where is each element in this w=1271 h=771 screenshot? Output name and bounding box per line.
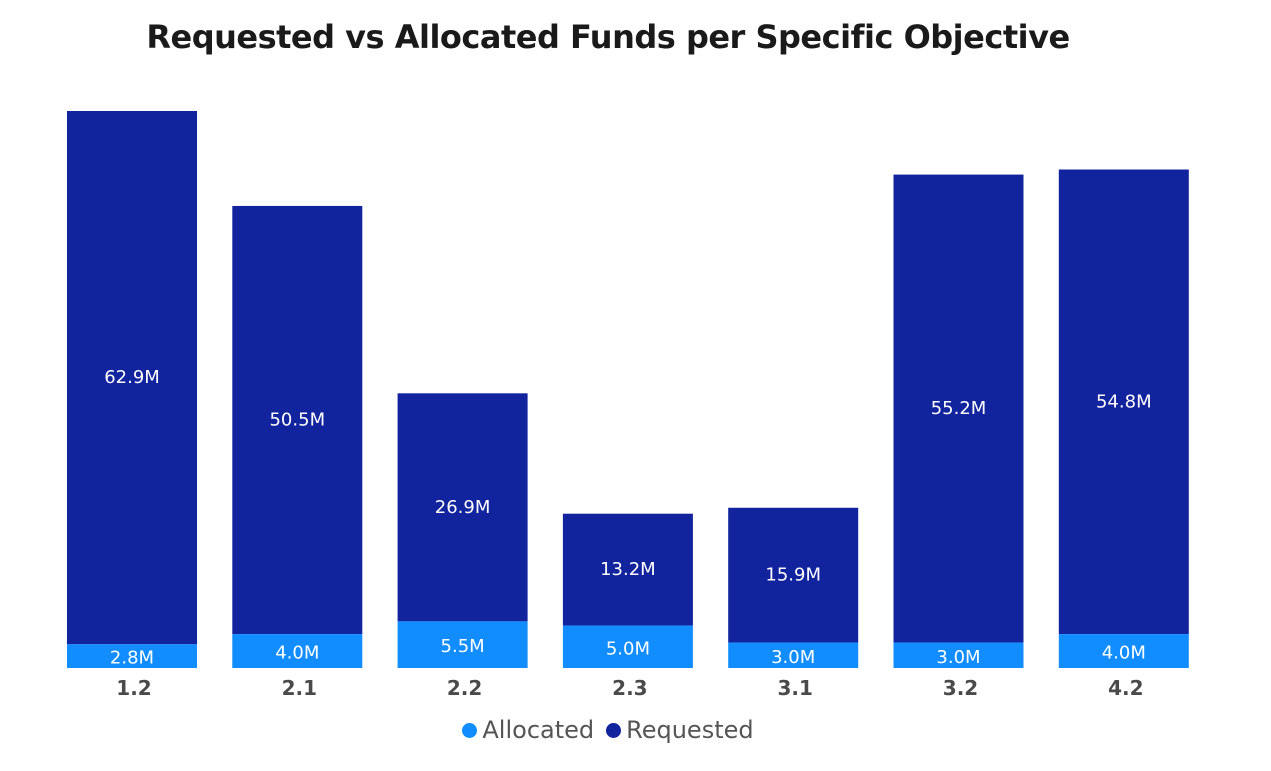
data-label-allocated-2.3: 5.0M: [606, 638, 650, 659]
bar-allocated-2.3[interactable]: [562, 625, 693, 668]
legend-label-requested: Requested: [626, 716, 754, 744]
bar-requested-2.3[interactable]: [562, 513, 693, 626]
data-label-allocated-2.1: 4.0M: [275, 643, 319, 664]
data-labels-layer: 62.9M 2.8M 50.5M 4.0M 26.9M 5.5M 13.2M 5.0M 15.9…: [104, 367, 1151, 669]
data-label-requested-3.2: 55.2M: [931, 398, 987, 419]
bar-requested-1.2[interactable]: [67, 111, 197, 645]
data-label-allocated-1.2: 2.8M: [110, 648, 154, 669]
chart-title: Requested vs Allocated Funds per Specifi…: [146, 18, 1070, 56]
data-label-requested-1.2: 62.9M: [104, 367, 160, 388]
bar-allocated-2.2[interactable]: [397, 621, 528, 668]
x-tick-label-3.1: 3.1: [777, 676, 812, 700]
legend-label-allocated: Allocated: [482, 716, 595, 744]
bar-requested-4.2[interactable]: [1058, 169, 1189, 635]
x-tick-label-2.1: 2.1: [282, 676, 317, 700]
bar-requested-3.1[interactable]: [728, 507, 859, 643]
legend: Allocated Requested: [0, 716, 1216, 744]
legend-marker-requested: [606, 722, 622, 738]
x-tick-label-4.2: 4.2: [1108, 676, 1143, 700]
bar-requested-3.2[interactable]: [893, 174, 1024, 643]
bar-allocated-3.1[interactable]: [728, 642, 859, 668]
bar-allocated-3.2[interactable]: [893, 642, 1024, 668]
data-label-requested-4.2: 54.8M: [1096, 391, 1152, 412]
legend-item-requested[interactable]: Requested: [606, 716, 754, 744]
legend-item-allocated[interactable]: Allocated: [462, 716, 594, 744]
bars-layer: [67, 111, 1189, 668]
data-label-allocated-4.2: 4.0M: [1102, 643, 1146, 664]
data-label-allocated-3.1: 3.0M: [771, 647, 815, 668]
bar-requested-2.1[interactable]: [232, 205, 363, 635]
x-tick-label-2.2: 2.2: [447, 676, 482, 700]
x-tick-label-3.2: 3.2: [943, 676, 978, 700]
x-axis-ticks: 1.2 2.1 2.2 2.3 3.1 3.2 4.2: [116, 676, 1143, 700]
data-label-requested-3.1: 15.9M: [765, 565, 821, 586]
data-label-requested-2.2: 26.9M: [435, 497, 491, 518]
data-label-allocated-3.2: 3.0M: [936, 647, 980, 668]
bar-allocated-4.2[interactable]: [1058, 634, 1189, 668]
data-label-requested-2.1: 50.5M: [269, 410, 325, 431]
x-tick-label-1.2: 1.2: [116, 676, 151, 700]
x-tick-label-2.3: 2.3: [612, 676, 647, 700]
data-label-allocated-2.2: 5.5M: [441, 636, 485, 657]
data-label-requested-2.3: 13.2M: [600, 559, 656, 580]
bar-requested-2.2[interactable]: [397, 393, 528, 622]
bar-allocated-2.1[interactable]: [232, 634, 363, 668]
legend-marker-allocated: [462, 722, 478, 738]
bar-allocated-1.2[interactable]: [67, 644, 197, 668]
